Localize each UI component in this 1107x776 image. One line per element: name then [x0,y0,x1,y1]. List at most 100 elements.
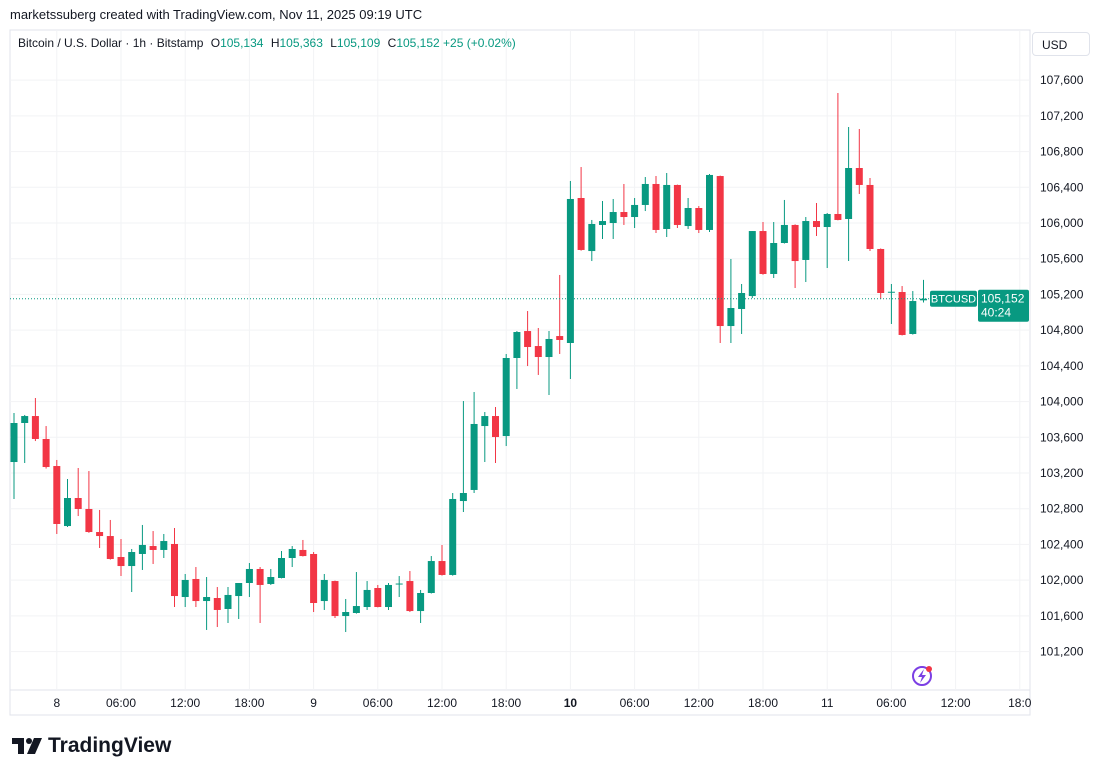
change-value: +25 (+0.02%) [443,36,516,50]
candle-down [877,248,885,293]
candle-down [834,213,842,220]
tradingview-logo[interactable]: TradingView [12,734,171,758]
x-tick-label: 9 [310,696,317,710]
candle-down [438,561,446,575]
y-tick-label: 104,800 [1040,323,1084,337]
candle-up [342,612,350,617]
x-tick-label: 06:00 [106,696,136,710]
candle-down [855,168,863,185]
candle-down [171,543,178,597]
symbol-description: Bitcoin / U.S. Dollar · 1h · Bitstamp [18,36,204,50]
y-tick-label: 102,000 [1040,573,1084,587]
attribution-text: marketssuberg created with TradingView.c… [10,7,423,22]
y-tick-label: 106,400 [1040,180,1084,194]
candle-down [106,536,114,559]
candle-down [695,208,703,230]
x-tick-label: 18:00 [748,696,778,710]
y-tick-label: 102,800 [1040,502,1084,516]
open-label: O [210,36,221,50]
candle-down [192,578,200,602]
candle-up [545,338,553,358]
candle-down [256,568,264,585]
candle-up [245,568,253,583]
candle-down [74,498,82,509]
x-tick-label: 06:00 [363,696,393,710]
candle-down [556,336,564,340]
candle-up [706,174,713,230]
low-label: L [330,36,337,50]
x-tick-label: 18:0 [1008,696,1032,710]
candle-up [823,213,831,228]
x-tick-label: 06:00 [876,696,906,710]
plot-frame [9,29,1031,716]
candle-down [310,553,318,603]
candle-up [748,231,756,297]
candle-down [213,598,221,610]
candle-down [406,581,414,612]
candle-down [96,532,104,537]
candle-up [631,204,639,218]
x-tick-label: 12:00 [170,696,200,710]
open-value: 105,134 [220,36,264,50]
candle-up [181,579,189,598]
candle-up [320,579,328,602]
candle-up [278,558,285,578]
candle-up [427,561,435,593]
candle-up [395,583,403,585]
symbol-tag-text: BTCUSD [931,294,976,306]
candle-down [31,416,39,439]
candle-down [492,416,499,438]
candle-up [203,597,211,602]
candle-down [791,224,799,262]
x-tick-label: 12:00 [427,696,457,710]
candle-up [663,184,671,229]
snapshot-icon [912,666,932,686]
candle-up [513,332,521,358]
last-price-text: 105,152 [981,292,1025,306]
candle-up [920,298,927,301]
x-tick-label: 18:00 [491,696,521,710]
y-tick-label: 103,600 [1040,430,1084,444]
candle-down [149,546,157,550]
candle-up [224,594,232,609]
candle-up [641,183,649,205]
candle-down [866,184,874,249]
symbol-legend: Bitcoin / U.S. Dollar · 1h · Bitstamp O1… [18,36,516,50]
candle-up [845,168,853,219]
lightning-icon [918,669,926,683]
candle-down [42,438,50,468]
candle-up [128,552,136,567]
tradingview-logo-icon [12,738,42,754]
y-tick-label: 105,200 [1040,287,1084,301]
currency-button[interactable]: USD [1032,32,1090,56]
close-label: C [387,36,397,50]
candle-up [887,291,895,293]
y-tick-label: 104,400 [1040,359,1084,373]
bar-countdown-text: 40:24 [981,306,1011,320]
candle-up [609,212,617,223]
candle-up [470,423,478,490]
candle-down [673,184,681,225]
high-value: 105,363 [279,36,323,50]
candle-up [684,208,692,227]
x-tick-label: 12:00 [684,696,714,710]
x-tick-label: 06:00 [620,696,650,710]
candle-up [288,548,296,558]
candle-up [64,498,71,527]
candle-up [566,198,574,343]
candle-up [160,541,168,550]
candle-down [620,212,628,218]
x-tick-label: 11 [821,696,834,710]
candle-down [85,508,93,533]
y-tick-label: 107,200 [1040,109,1084,123]
candle-up [235,583,243,597]
candle-down [534,346,542,358]
candle-up [449,498,457,575]
x-tick-label: 18:00 [234,696,264,710]
high-label: H [270,36,280,50]
candle-up [267,577,275,584]
candle-up [588,223,596,252]
close-value: 105,152 [396,36,440,50]
